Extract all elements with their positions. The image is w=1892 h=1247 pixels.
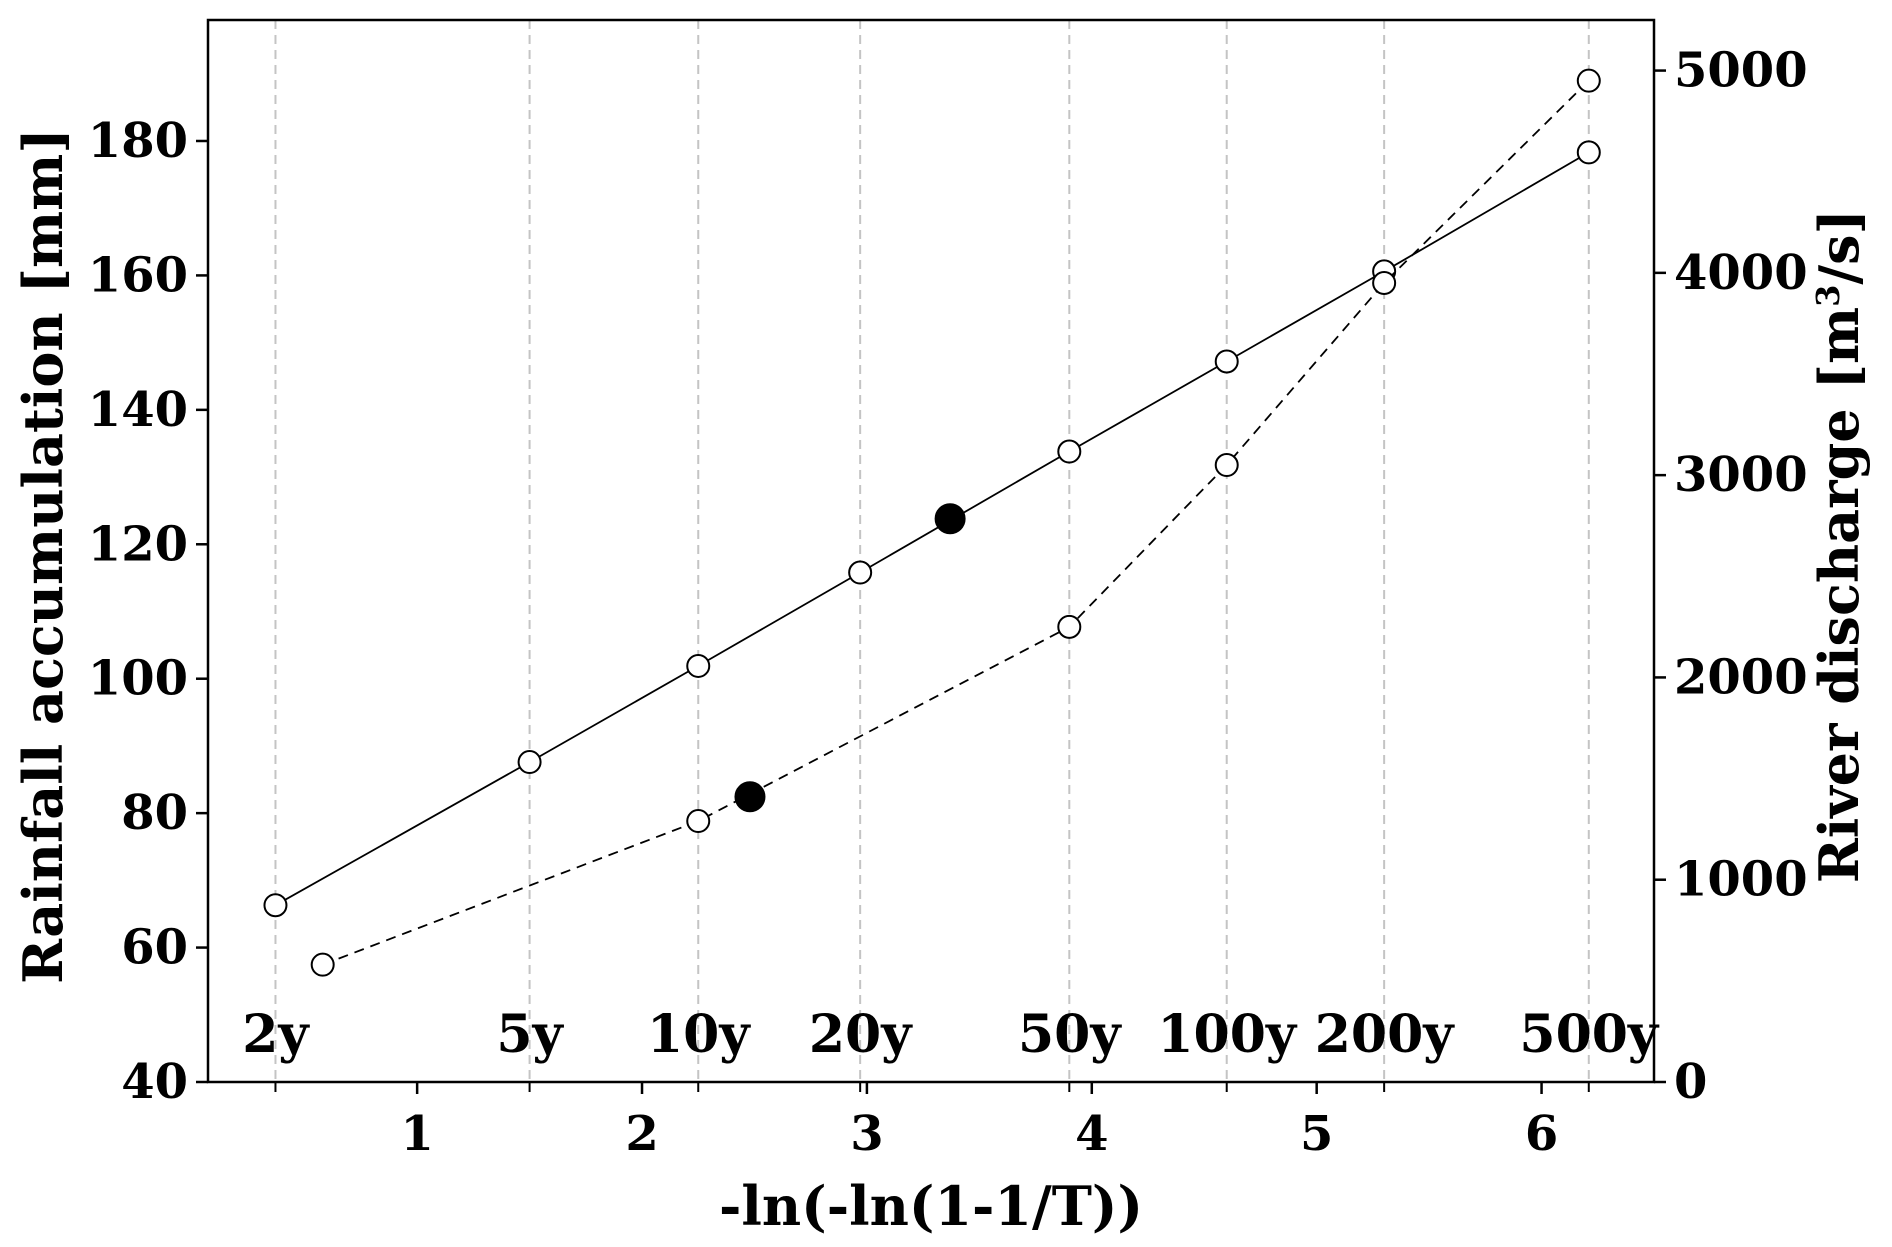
discharge-observed-event-point — [734, 781, 766, 813]
return-period-label: 10y — [647, 1004, 751, 1065]
rainfall-series-line — [275, 151, 1590, 906]
rainfall-point — [848, 560, 873, 585]
series-layer — [263, 68, 1601, 977]
discharge-series-line — [322, 80, 1590, 966]
rainfall-point — [1576, 140, 1601, 165]
x-tick-label: 6 — [1525, 1106, 1558, 1162]
x-tick-label: 3 — [850, 1106, 883, 1162]
y2-axis-title-superscript: 3 — [1809, 285, 1847, 307]
y2-axis-title: River discharge [m3/s] — [1807, 209, 1871, 883]
return-period-label: 2y — [242, 1004, 310, 1065]
y-axis-title: Rainfall accumulation [mm] — [11, 128, 75, 984]
y2-tick-label: 4000 — [1674, 245, 1808, 301]
discharge-point — [686, 809, 711, 834]
plot-frame — [206, 18, 1656, 1084]
x-tick-label: 2 — [625, 1106, 658, 1162]
label-layer: 2y 5y 10y 20y 50y 100y 200y 500y 1 2 3 4 5 6 40 60 80 100… — [88, 43, 1808, 1162]
y2-tick-label: 1000 — [1674, 852, 1808, 908]
return-period-label: 500y — [1519, 1004, 1660, 1065]
y-tick-label: 140 — [88, 382, 188, 438]
rainfall-point — [1214, 349, 1239, 374]
x-tick-label: 4 — [1075, 1106, 1108, 1162]
rainfall-observed-event-point — [934, 503, 966, 535]
y2-tick-label: 3000 — [1674, 447, 1808, 503]
y-tick-label: 80 — [121, 785, 188, 841]
x-tick-label: 1 — [400, 1106, 433, 1162]
y-tick-label: 160 — [88, 247, 188, 303]
y2-tick-label: 5000 — [1674, 43, 1808, 99]
y2-axis-title-tail: /s] — [1807, 209, 1871, 285]
y2-tick-label: 0 — [1674, 1054, 1707, 1110]
axis-layer — [196, 69, 1666, 1094]
discharge-point — [1057, 614, 1082, 639]
y-tick-label: 60 — [121, 920, 188, 976]
return-period-label: 200y — [1315, 1004, 1456, 1065]
rainfall-point — [263, 893, 288, 918]
y2-axis-title-main: River discharge [m — [1807, 307, 1871, 883]
y-tick-label: 40 — [121, 1054, 188, 1110]
y-tick-label: 120 — [88, 516, 188, 572]
y-tick-label: 100 — [88, 651, 188, 707]
discharge-point — [310, 952, 335, 977]
discharge-point — [1214, 453, 1239, 478]
rainfall-point — [517, 750, 542, 775]
discharge-point — [1576, 68, 1601, 93]
x-tick-label: 5 — [1300, 1106, 1333, 1162]
y-tick-label: 180 — [88, 113, 188, 169]
return-period-label: 100y — [1157, 1004, 1298, 1065]
return-period-label: 20y — [809, 1004, 913, 1065]
discharge-point — [1372, 270, 1397, 295]
return-period-label: 50y — [1018, 1004, 1122, 1065]
return-period-label: 5y — [496, 1004, 564, 1065]
grid-layer — [274, 20, 1590, 1082]
x-axis-title: -ln(-ln(1-1/T)) — [719, 1174, 1143, 1238]
rainfall-point — [1057, 439, 1082, 464]
rainfall-point — [686, 653, 711, 678]
y2-tick-label: 2000 — [1674, 649, 1808, 705]
